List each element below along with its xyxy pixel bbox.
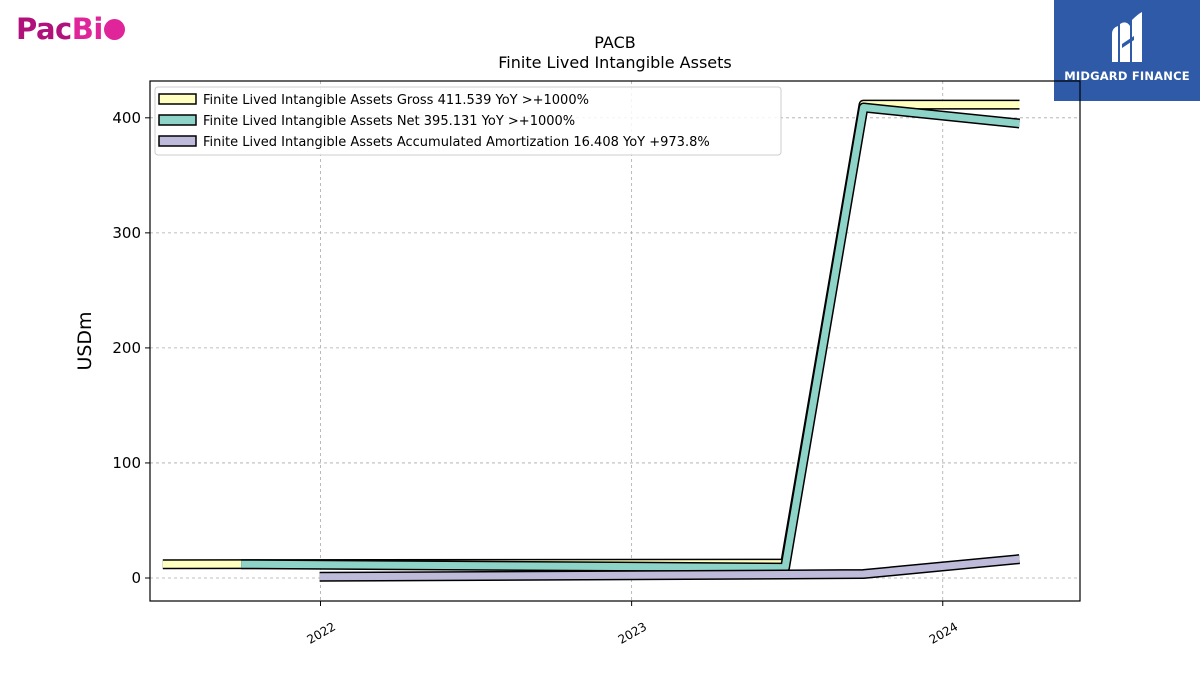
x-axis: 2022 2023 2024 — [305, 601, 960, 647]
legend-label-2: Finite Lived Intangible Assets Net 395.1… — [203, 114, 575, 129]
legend-box — [154, 86, 782, 156]
x-tick-label: 2023 — [616, 619, 649, 646]
legend-swatch-3 — [158, 135, 197, 147]
y-axis: 0 100 200 300 400 — [112, 109, 150, 587]
x-tick-label: 2024 — [927, 619, 960, 646]
legend-swatch-1 — [158, 93, 197, 105]
series-line-outline-2 — [241, 102, 1021, 573]
y-tick-label: 200 — [112, 339, 141, 357]
pacbio-logo-text-b: Bi — [71, 12, 104, 46]
y-axis-label: USDm — [74, 311, 96, 370]
pacbio-logo-text-a: Pac — [16, 12, 72, 46]
series-group — [162, 99, 1021, 582]
pacbio-logo-dot-icon — [103, 19, 125, 40]
series-line-3 — [319, 555, 1020, 581]
y-tick-label: 300 — [112, 224, 141, 242]
midgard-finance-logo: MIDGARD FINANCE — [1054, 0, 1200, 101]
chart-subtitle: Finite Lived Intangible Assets — [498, 53, 731, 72]
legend-label-3: Finite Lived Intangible Assets Accumulat… — [203, 135, 710, 150]
chart-title: PACB — [594, 33, 635, 52]
plot-frame — [149, 80, 1081, 602]
midgard-emblem-icon — [1112, 12, 1142, 62]
series-line-1 — [162, 101, 1020, 568]
x-tick-label: 2022 — [305, 619, 338, 646]
legend-swatch-2 — [158, 114, 197, 126]
series-line-2 — [241, 104, 1020, 572]
y-tick-label: 100 — [112, 454, 141, 472]
legend-label-1: Finite Lived Intangible Assets Gross 411… — [203, 93, 589, 108]
pacbio-logo: PacBi — [16, 12, 125, 46]
grid — [150, 81, 1080, 601]
series-line-outline-1 — [162, 99, 1020, 570]
midgard-logo-text: MIDGARD FINANCE — [1064, 69, 1190, 83]
legend: Finite Lived Intangible Assets Gross 411… — [154, 86, 782, 156]
y-tick-label: 0 — [131, 569, 141, 587]
y-tick-label: 400 — [112, 109, 141, 127]
